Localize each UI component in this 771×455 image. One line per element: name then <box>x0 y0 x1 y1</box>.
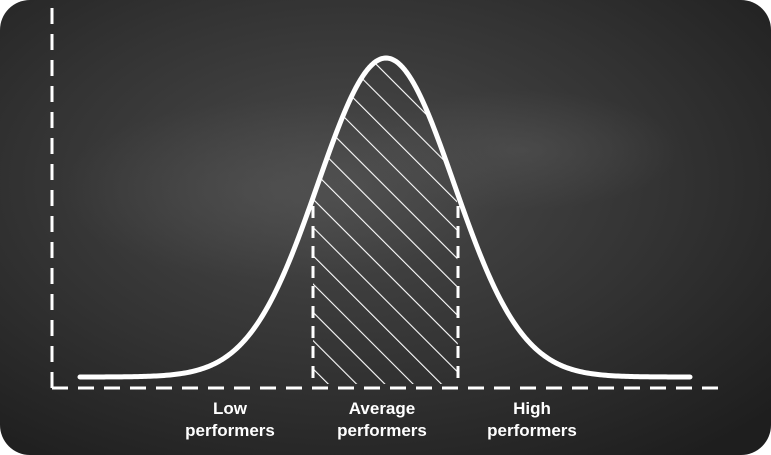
low-performers-label: Low performers <box>168 398 292 442</box>
bell-curve <box>77 55 693 380</box>
low-performers-line2: performers <box>185 421 275 440</box>
high-performers-line1: High <box>513 399 551 418</box>
high-performers-line2: performers <box>487 421 577 440</box>
average-performers-line1: Average <box>348 399 416 418</box>
average-performers-label: Average performers <box>320 398 444 442</box>
high-performers-label: High performers <box>470 398 594 442</box>
average-performers-line2: performers <box>337 421 427 440</box>
low-performers-line1: Low <box>213 399 247 418</box>
average-region-hatch <box>313 58 458 384</box>
